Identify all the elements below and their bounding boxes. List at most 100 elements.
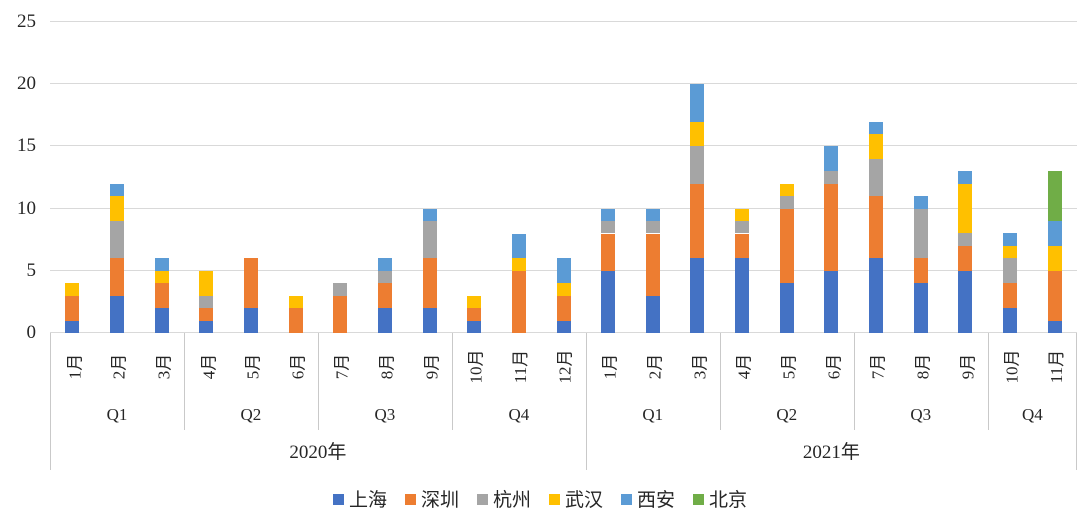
bar-segment-shenzhen <box>1047 270 1062 321</box>
year-label: 2021年 <box>802 441 860 463</box>
bar-segment-wuhan <box>511 258 526 271</box>
bar-segment-shanghai <box>958 270 973 333</box>
gridline <box>50 145 1077 147</box>
bar-segment-shenzhen <box>288 308 303 333</box>
month-label-text: 11月 <box>1047 349 1067 383</box>
bar-segment-beijing <box>1047 171 1062 222</box>
x-axis: 1月 2月 3月 4月 5月 6月 7月 8月 9月 10月 11月 12月 1月 2月 3月 4月 5月 6月 7… <box>50 333 1077 470</box>
bar-segment-hangzhou <box>690 146 705 184</box>
bar-segment-xian <box>556 258 571 284</box>
bar-segment-shanghai <box>199 320 214 333</box>
month-label-text: 10月 <box>1002 349 1022 383</box>
bar-segment-xian <box>109 183 124 197</box>
legend-label: 深圳 <box>420 489 459 511</box>
legend-swatch-shenzhen <box>404 493 416 505</box>
legend-swatch-beijing <box>693 493 705 505</box>
bar-segment-xian <box>154 258 169 271</box>
y-axis-tick-label: 5 <box>26 259 37 281</box>
quarter-divider <box>451 333 453 430</box>
month-label: 1月 <box>586 333 631 399</box>
legend-label: 上海 <box>348 489 387 511</box>
bar-segment-xian <box>1047 221 1062 246</box>
axis-boundary-divider <box>1076 333 1077 470</box>
legend-item-shanghai: 上海 <box>332 485 387 512</box>
legend-label: 杭州 <box>492 489 531 511</box>
month-label-text: 4月 <box>734 353 754 379</box>
month-label-text: 5月 <box>779 353 799 379</box>
month-label: 9月 <box>943 333 988 399</box>
bar-segment-shanghai <box>779 283 794 333</box>
bar-segment-shanghai <box>1047 320 1062 333</box>
bar-segment-wuhan <box>869 133 884 159</box>
month-label-text: 9月 <box>422 353 442 379</box>
bar-segment-wuhan <box>735 208 750 222</box>
quarter-divider <box>853 333 855 430</box>
bar-segment-xian <box>1003 233 1018 246</box>
bar-segment-wuhan <box>199 270 214 296</box>
legend-swatch-hangzhou <box>476 493 488 505</box>
month-label-text: 6月 <box>823 353 843 379</box>
bar-segment-hangzhou <box>869 158 884 197</box>
month-label: 3月 <box>675 333 720 399</box>
bar-segment-shanghai <box>467 320 482 333</box>
bar-segment-shanghai <box>913 283 928 333</box>
bar-segment-shenzhen <box>109 258 124 296</box>
month-label: 3月 <box>139 333 184 399</box>
legend-swatch-shanghai <box>332 493 344 505</box>
month-label-text: 3月 <box>154 353 174 379</box>
plot-area <box>50 21 1077 333</box>
y-axis-tick-label: 0 <box>26 322 37 343</box>
quarter-divider <box>317 333 319 430</box>
bar-segment-wuhan <box>1047 245 1062 271</box>
quarter-divider <box>183 333 185 430</box>
quarter-label: Q1 <box>106 404 128 424</box>
bar-segment-xian <box>601 208 616 222</box>
month-label: 4月 <box>184 333 229 399</box>
bar-segment-wuhan <box>109 196 124 222</box>
bar-segment-wuhan <box>154 270 169 284</box>
quarter-label: Q1 <box>642 404 664 424</box>
bar-segment-xian <box>511 233 526 259</box>
month-label-text: 4月 <box>198 353 218 379</box>
legend-item-shenzhen: 深圳 <box>404 485 459 512</box>
month-label: 4月 <box>720 333 765 399</box>
month-label-text: 9月 <box>957 353 977 379</box>
month-label: 9月 <box>407 333 452 399</box>
bar-segment-shanghai <box>422 308 437 333</box>
y-axis-tick-label: 10 <box>17 197 36 219</box>
month-label: 8月 <box>363 333 408 399</box>
bar-segment-hangzhou <box>199 295 214 309</box>
quarter-divider <box>719 333 721 430</box>
y-axis-tick-label: 25 <box>17 11 36 32</box>
bar-segment-hangzhou <box>601 221 616 234</box>
quarter-label: Q2 <box>776 404 798 424</box>
quarter-label: Q4 <box>508 404 530 424</box>
month-label-text: 7月 <box>332 353 352 379</box>
bar-segment-xian <box>958 171 973 184</box>
bar-segment-hangzhou <box>824 171 839 184</box>
bar-segment-shanghai <box>556 320 571 333</box>
legend-item-wuhan: 武汉 <box>549 485 603 512</box>
bar-segment-shanghai <box>645 295 660 333</box>
month-label-text: 12月 <box>555 349 575 383</box>
axis-boundary-divider <box>585 333 587 470</box>
bar-segment-shanghai <box>109 295 124 333</box>
bar-segment-shenzhen <box>958 245 973 271</box>
bar-segment-xian <box>913 196 928 209</box>
bar-segment-hangzhou <box>645 221 660 234</box>
bar-segment-xian <box>377 258 392 271</box>
bar-segment-hangzhou <box>109 221 124 259</box>
month-label-text: 7月 <box>868 353 888 379</box>
month-label: 7月 <box>854 333 899 399</box>
bar-segment-shanghai <box>690 258 705 333</box>
month-label: 5月 <box>764 333 809 399</box>
bar-segment-xian <box>690 84 705 122</box>
bar-segment-wuhan <box>65 283 80 296</box>
bar-segment-wuhan <box>556 283 571 296</box>
legend-item-xian: 西安 <box>621 485 675 512</box>
bar-segment-shanghai <box>824 270 839 333</box>
month-label: 6月 <box>809 333 854 399</box>
gridline <box>50 207 1077 209</box>
bar-segment-wuhan <box>288 295 303 309</box>
